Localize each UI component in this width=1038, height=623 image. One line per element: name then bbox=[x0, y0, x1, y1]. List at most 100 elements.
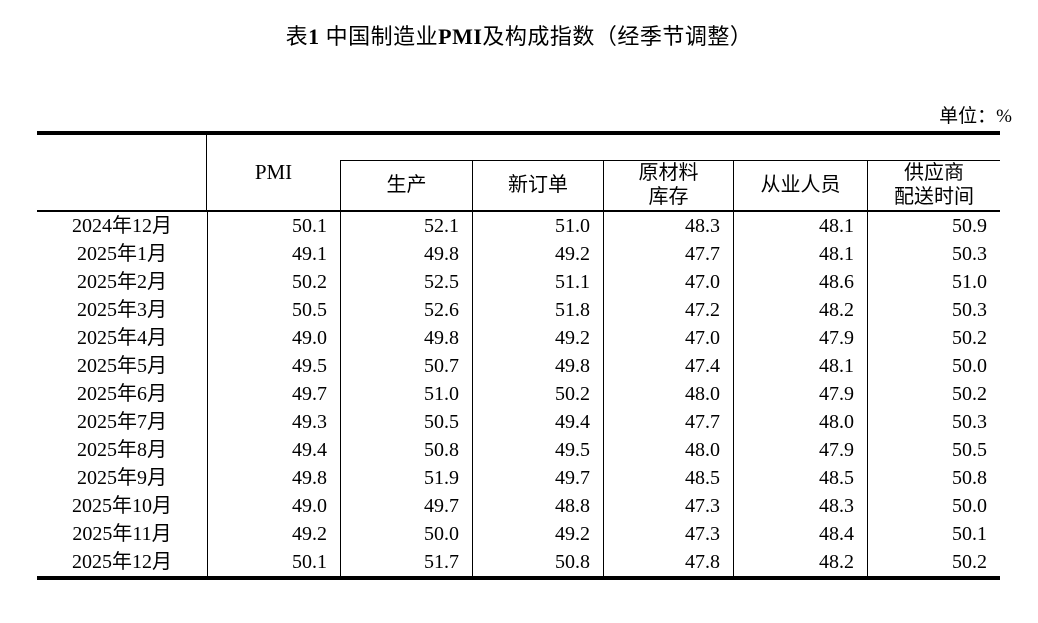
period-cell: 2025年7月 bbox=[77, 411, 167, 433]
value-cell: 49.7 bbox=[340, 492, 472, 520]
value-cell: 48.5 bbox=[733, 464, 867, 492]
value-cell: 50.5 bbox=[207, 296, 340, 324]
table-row: 2025年10月 49.0 49.7 48.8 47.3 48.3 50.0 bbox=[37, 492, 1000, 520]
value-cell: 50.0 bbox=[867, 352, 1000, 380]
header-cell-corner bbox=[37, 135, 207, 210]
value-cell: 51.9 bbox=[340, 464, 472, 492]
value-cell: 49.7 bbox=[472, 464, 603, 492]
value-cell: 48.3 bbox=[733, 492, 867, 520]
table-row: 2025年1月 49.1 49.8 49.2 47.7 48.1 50.3 bbox=[37, 240, 1000, 268]
table-body: 2024年12月 50.1 52.1 51.0 48.3 48.1 50.9 2025年1月 4… bbox=[37, 212, 1000, 576]
header-subrow: 生产 新订单 原材料 库存 从业人员 供应商 配送时间 bbox=[340, 160, 1000, 210]
value-cell: 49.0 bbox=[207, 324, 340, 352]
period-cell: 2025年12月 bbox=[72, 551, 172, 573]
table-row: 2024年12月 50.1 52.1 51.0 48.3 48.1 50.9 bbox=[37, 212, 1000, 240]
value-cell: 49.1 bbox=[207, 240, 340, 268]
value-cell: 48.8 bbox=[472, 492, 603, 520]
value-cell: 48.0 bbox=[603, 436, 733, 464]
value-cell: 50.8 bbox=[340, 436, 472, 464]
title-run: 表 bbox=[285, 24, 309, 49]
value-cell: 50.7 bbox=[340, 352, 472, 380]
value-cell: 48.0 bbox=[603, 380, 733, 408]
value-cell: 50.9 bbox=[867, 212, 1000, 240]
value-cell: 47.3 bbox=[603, 520, 733, 548]
title-run: 1 bbox=[308, 24, 320, 49]
value-cell: 50.8 bbox=[472, 548, 603, 576]
value-cell: 49.7 bbox=[207, 380, 340, 408]
value-cell: 51.0 bbox=[340, 380, 472, 408]
value-cell: 48.5 bbox=[603, 464, 733, 492]
value-cell: 50.2 bbox=[867, 548, 1000, 576]
table-row: 2025年6月 49.7 51.0 50.2 48.0 47.9 50.2 bbox=[37, 380, 1000, 408]
value-cell: 52.5 bbox=[340, 268, 472, 296]
title-run: PMI bbox=[438, 24, 483, 49]
title-run: 及构成指数（经季节调整） bbox=[482, 24, 753, 49]
value-cell: 48.3 bbox=[603, 212, 733, 240]
value-cell: 48.0 bbox=[733, 408, 867, 436]
value-cell: 50.1 bbox=[207, 548, 340, 576]
period-cell: 2025年1月 bbox=[77, 243, 167, 265]
value-cell: 50.2 bbox=[207, 268, 340, 296]
table-row: 2025年2月 50.2 52.5 51.1 47.0 48.6 51.0 bbox=[37, 268, 1000, 296]
value-cell: 51.0 bbox=[472, 212, 603, 240]
value-cell: 48.6 bbox=[733, 268, 867, 296]
period-cell: 2025年8月 bbox=[77, 439, 167, 461]
table-row: 2025年4月 49.0 49.8 49.2 47.0 47.9 50.2 bbox=[37, 324, 1000, 352]
value-cell: 50.3 bbox=[867, 240, 1000, 268]
value-cell: 49.2 bbox=[472, 324, 603, 352]
table-row: 2025年12月 50.1 51.7 50.8 47.8 48.2 50.2 bbox=[37, 548, 1000, 576]
value-cell: 48.2 bbox=[733, 296, 867, 324]
table-header-row: PMI 生产 新订单 原材料 库存 从业人员 供应商 配送时间 bbox=[37, 135, 1000, 212]
header-cell-sub: 供应商 配送时间 bbox=[867, 161, 1000, 210]
table-row: 2025年7月 49.3 50.5 49.4 47.7 48.0 50.3 bbox=[37, 408, 1000, 436]
value-cell: 51.7 bbox=[340, 548, 472, 576]
pmi-table: PMI 生产 新订单 原材料 库存 从业人员 供应商 配送时间 2024年12月 50.1… bbox=[37, 131, 1000, 580]
value-cell: 47.9 bbox=[733, 324, 867, 352]
table-row: 2025年9月 49.8 51.9 49.7 48.5 48.5 50.8 bbox=[37, 464, 1000, 492]
value-cell: 51.0 bbox=[867, 268, 1000, 296]
value-cell: 49.2 bbox=[207, 520, 340, 548]
value-cell: 50.2 bbox=[867, 324, 1000, 352]
header-cell-sub: 生产 bbox=[340, 161, 472, 210]
value-cell: 48.1 bbox=[733, 352, 867, 380]
value-cell: 51.8 bbox=[472, 296, 603, 324]
period-cell: 2025年4月 bbox=[77, 327, 167, 349]
period-cell: 2025年5月 bbox=[77, 355, 167, 377]
value-cell: 48.1 bbox=[733, 212, 867, 240]
period-cell: 2025年10月 bbox=[72, 495, 172, 517]
value-cell: 47.0 bbox=[603, 324, 733, 352]
value-cell: 50.5 bbox=[867, 436, 1000, 464]
value-cell: 50.8 bbox=[867, 464, 1000, 492]
table-row: 2025年11月 49.2 50.0 49.2 47.3 48.4 50.1 bbox=[37, 520, 1000, 548]
value-cell: 50.2 bbox=[472, 380, 603, 408]
value-cell: 49.8 bbox=[207, 464, 340, 492]
value-cell: 50.1 bbox=[207, 212, 340, 240]
value-cell: 49.5 bbox=[472, 436, 603, 464]
header-cell-sub: 新订单 bbox=[472, 161, 603, 210]
value-cell: 47.8 bbox=[603, 548, 733, 576]
unit-label: 单位：% bbox=[939, 106, 1012, 127]
value-cell: 50.0 bbox=[867, 492, 1000, 520]
value-cell: 50.5 bbox=[340, 408, 472, 436]
value-cell: 49.3 bbox=[207, 408, 340, 436]
value-cell: 47.7 bbox=[603, 240, 733, 268]
value-cell: 50.3 bbox=[867, 296, 1000, 324]
period-cell: 2024年12月 bbox=[72, 215, 172, 237]
value-cell: 47.2 bbox=[603, 296, 733, 324]
value-cell: 47.7 bbox=[603, 408, 733, 436]
value-cell: 51.1 bbox=[472, 268, 603, 296]
value-cell: 52.6 bbox=[340, 296, 472, 324]
value-cell: 50.1 bbox=[867, 520, 1000, 548]
value-cell: 49.2 bbox=[472, 240, 603, 268]
value-cell: 49.2 bbox=[472, 520, 603, 548]
table-row: 2025年5月 49.5 50.7 49.8 47.4 48.1 50.0 bbox=[37, 352, 1000, 380]
table-row: 2025年3月 50.5 52.6 51.8 47.2 48.2 50.3 bbox=[37, 296, 1000, 324]
period-cell: 2025年9月 bbox=[77, 467, 167, 489]
value-cell: 49.4 bbox=[207, 436, 340, 464]
value-cell: 48.4 bbox=[733, 520, 867, 548]
value-cell: 48.2 bbox=[733, 548, 867, 576]
value-cell: 50.2 bbox=[867, 380, 1000, 408]
header-spacer bbox=[340, 135, 1000, 160]
value-cell: 47.0 bbox=[603, 268, 733, 296]
period-cell: 2025年2月 bbox=[77, 271, 167, 293]
